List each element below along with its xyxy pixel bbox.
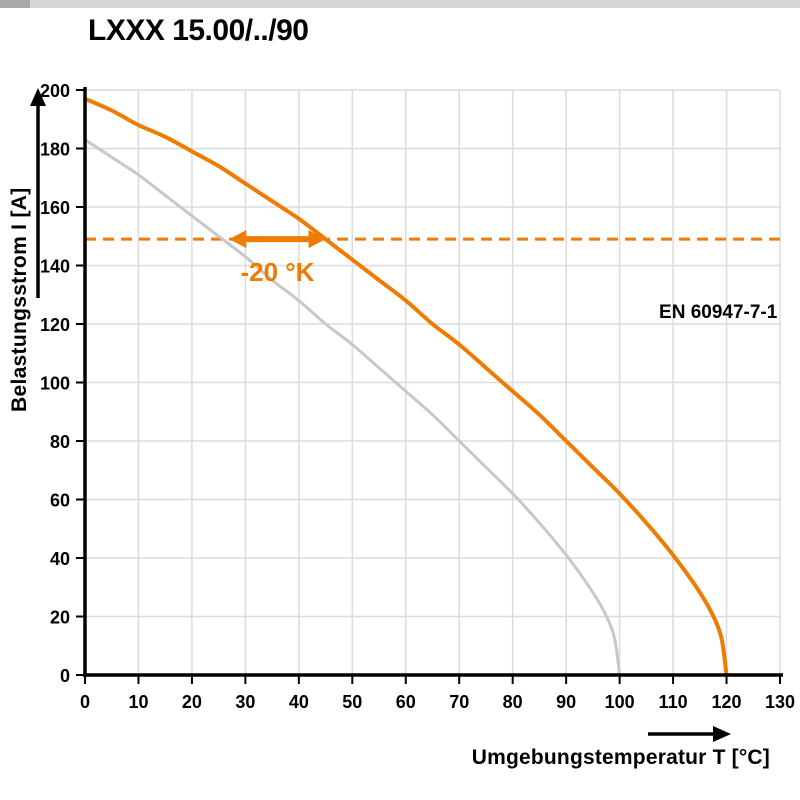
y-tick-label: 0	[60, 666, 70, 686]
y-tick-label: 40	[50, 549, 70, 569]
x-tick-label: 80	[503, 692, 523, 712]
y-tick-label: 60	[50, 491, 70, 511]
x-tick-label: 110	[659, 692, 688, 712]
derating-curve-reference	[83, 138, 622, 677]
standard-label: EN 60947-7-1	[659, 302, 778, 323]
x-tick-label: 60	[396, 692, 416, 712]
y-tick-label: 80	[50, 432, 70, 452]
y-tick-label: 180	[40, 140, 70, 160]
x-tick-label: 130	[765, 692, 795, 712]
scrollbar-thumb[interactable]	[0, 0, 30, 8]
y-tick-label: 120	[40, 315, 70, 335]
x-tick-label: 40	[289, 692, 309, 712]
y-axis-arrowhead-icon	[30, 88, 46, 106]
x-tick-label: 70	[449, 692, 469, 712]
x-tick-label: 100	[605, 692, 635, 712]
y-tick-label: 100	[40, 374, 70, 394]
y-tick-label: 160	[40, 198, 70, 218]
derating-curve-90	[83, 96, 729, 677]
chart-title: LXXX 15.00/../90	[88, 14, 309, 47]
y-tick-label: 140	[40, 257, 70, 277]
x-tick-label: 90	[556, 692, 576, 712]
x-tick-label: 50	[342, 692, 362, 712]
x-tick-label: 20	[182, 692, 202, 712]
x-tick-label: 10	[128, 692, 148, 712]
y-tick-label: 20	[50, 608, 70, 628]
x-tick-label: 0	[80, 692, 90, 712]
x-axis-arrowhead-icon	[713, 726, 731, 742]
y-tick-label: 200	[40, 81, 70, 101]
delta-arrow-left-head-icon	[229, 230, 247, 249]
x-axis-label: Umgebungstemperatur T [°C]	[471, 746, 770, 769]
x-tick-label: 120	[712, 692, 742, 712]
delta-arrow-right-head-icon	[308, 230, 326, 249]
x-tick-label: 30	[235, 692, 255, 712]
delta-arrow-label: -20 °K	[240, 257, 314, 287]
horizontal-scrollbar[interactable]	[0, 0, 800, 8]
